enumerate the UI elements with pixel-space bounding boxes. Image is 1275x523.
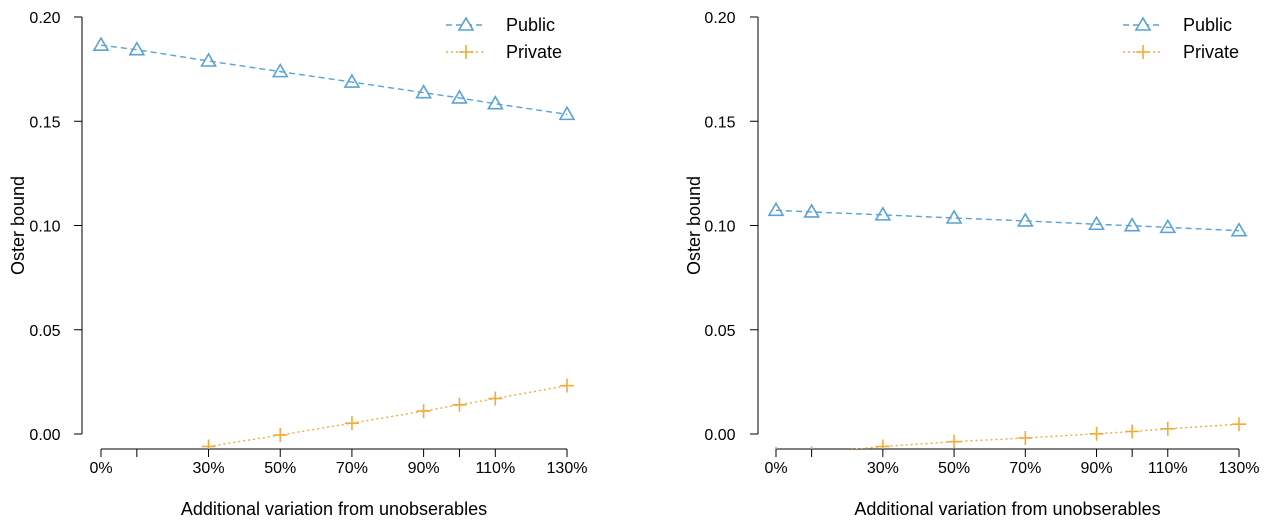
data-point-private [1125,424,1140,439]
data-point-public [1016,212,1034,227]
data-point-public [945,209,963,224]
data-point-public [1159,218,1177,234]
x-tick-label: 90% [408,460,440,477]
data-point-private [875,439,890,449]
legend-label: Private [506,42,562,62]
data-point-private [947,434,962,449]
data-point-private [1089,426,1104,441]
chart-left: 0.00 0.05 0.10 0.15 0.20 Oster bound 0% 30% 50% 7… [8,10,588,519]
x-tick-label: 0% [89,460,112,477]
data-point-public [343,73,361,88]
y-tick-label: 0.00 [29,427,60,444]
legend: Public Private [1123,15,1239,62]
x-tick-label: 110% [1148,460,1188,477]
x-tick-label: 90% [1081,460,1113,477]
data-point-public [803,203,821,218]
data-point-private [560,378,574,393]
y-tick-label: 0.20 [29,10,60,27]
data-point-public [271,63,289,78]
series-line-public [775,209,1240,232]
data-point-public [92,36,110,51]
y-axis: 0.00 0.05 0.10 0.15 0.20 [704,10,759,444]
plot-area [767,201,1248,449]
x-axis: 0% 30% 50% 70% 90% 110% 130% [89,448,588,477]
x-tick-label: 130% [1219,460,1260,477]
legend: Public Private [446,15,562,62]
data-point-public [200,52,217,67]
data-point-private [452,397,467,412]
y-tick-label: 0.10 [29,219,60,236]
y-tick-label: 0.15 [704,114,735,131]
data-point-public [486,95,504,110]
data-point-private [488,391,503,406]
legend-label: Public [506,15,555,35]
data-point-public [415,84,433,99]
data-point-private [344,416,359,431]
data-point-public [558,105,576,121]
x-tick-label: 70% [336,460,368,477]
x-tick-label: 30% [867,460,899,477]
legend-marker [1136,45,1150,59]
y-tick-label: 0.05 [704,323,735,340]
data-point-private [1232,417,1246,432]
series-line-public [100,44,568,116]
series-line-private [208,384,568,448]
x-axis-label: Additional variation from unobserables [181,499,487,519]
legend-marker [1134,16,1152,31]
y-axis-label: Oster bound [684,176,704,275]
x-tick-label: 50% [264,460,296,477]
y-tick-label: 0.00 [704,427,735,444]
data-point-public [1088,215,1105,231]
series-line-private [849,423,1240,449]
data-point-public [1123,217,1141,232]
y-axis: 0.00 0.05 0.10 0.15 0.20 [29,10,83,444]
legend-label: Private [1183,42,1239,62]
data-point-private [810,446,813,449]
x-tick-label: 50% [938,460,970,477]
plot-area [92,36,576,449]
x-tick-label: 30% [193,460,225,477]
data-point-public [767,201,785,217]
y-tick-label: 0.05 [29,323,60,340]
data-point-public [128,41,146,56]
data-point-private [416,404,431,419]
data-point-private [1160,421,1175,436]
y-axis-label: Oster bound [8,176,28,275]
data-point-private [201,439,216,449]
legend-label: Public [1183,15,1232,35]
x-axis: 0% 30% 50% 70% 90% 110% 130% [764,448,1260,477]
x-tick-label: 70% [1009,460,1041,477]
x-tick-label: 0% [764,460,787,477]
data-point-public [1230,222,1248,237]
data-point-private [1018,430,1033,445]
y-tick-label: 0.15 [29,114,60,131]
y-tick-label: 0.20 [704,10,735,27]
data-point-public [874,206,892,221]
legend-marker [457,16,475,31]
data-point-private [273,428,288,443]
legend-marker [459,45,473,59]
x-tick-label: 130% [547,460,588,477]
x-tick-label: 110% [475,460,515,477]
x-axis-label: Additional variation from unobserables [854,499,1160,519]
y-tick-label: 0.10 [704,219,735,236]
data-point-public [451,89,468,104]
chart-right: 0.00 0.05 0.10 0.15 0.20 Oster bound 0% 30% 50% 7… [684,10,1260,519]
